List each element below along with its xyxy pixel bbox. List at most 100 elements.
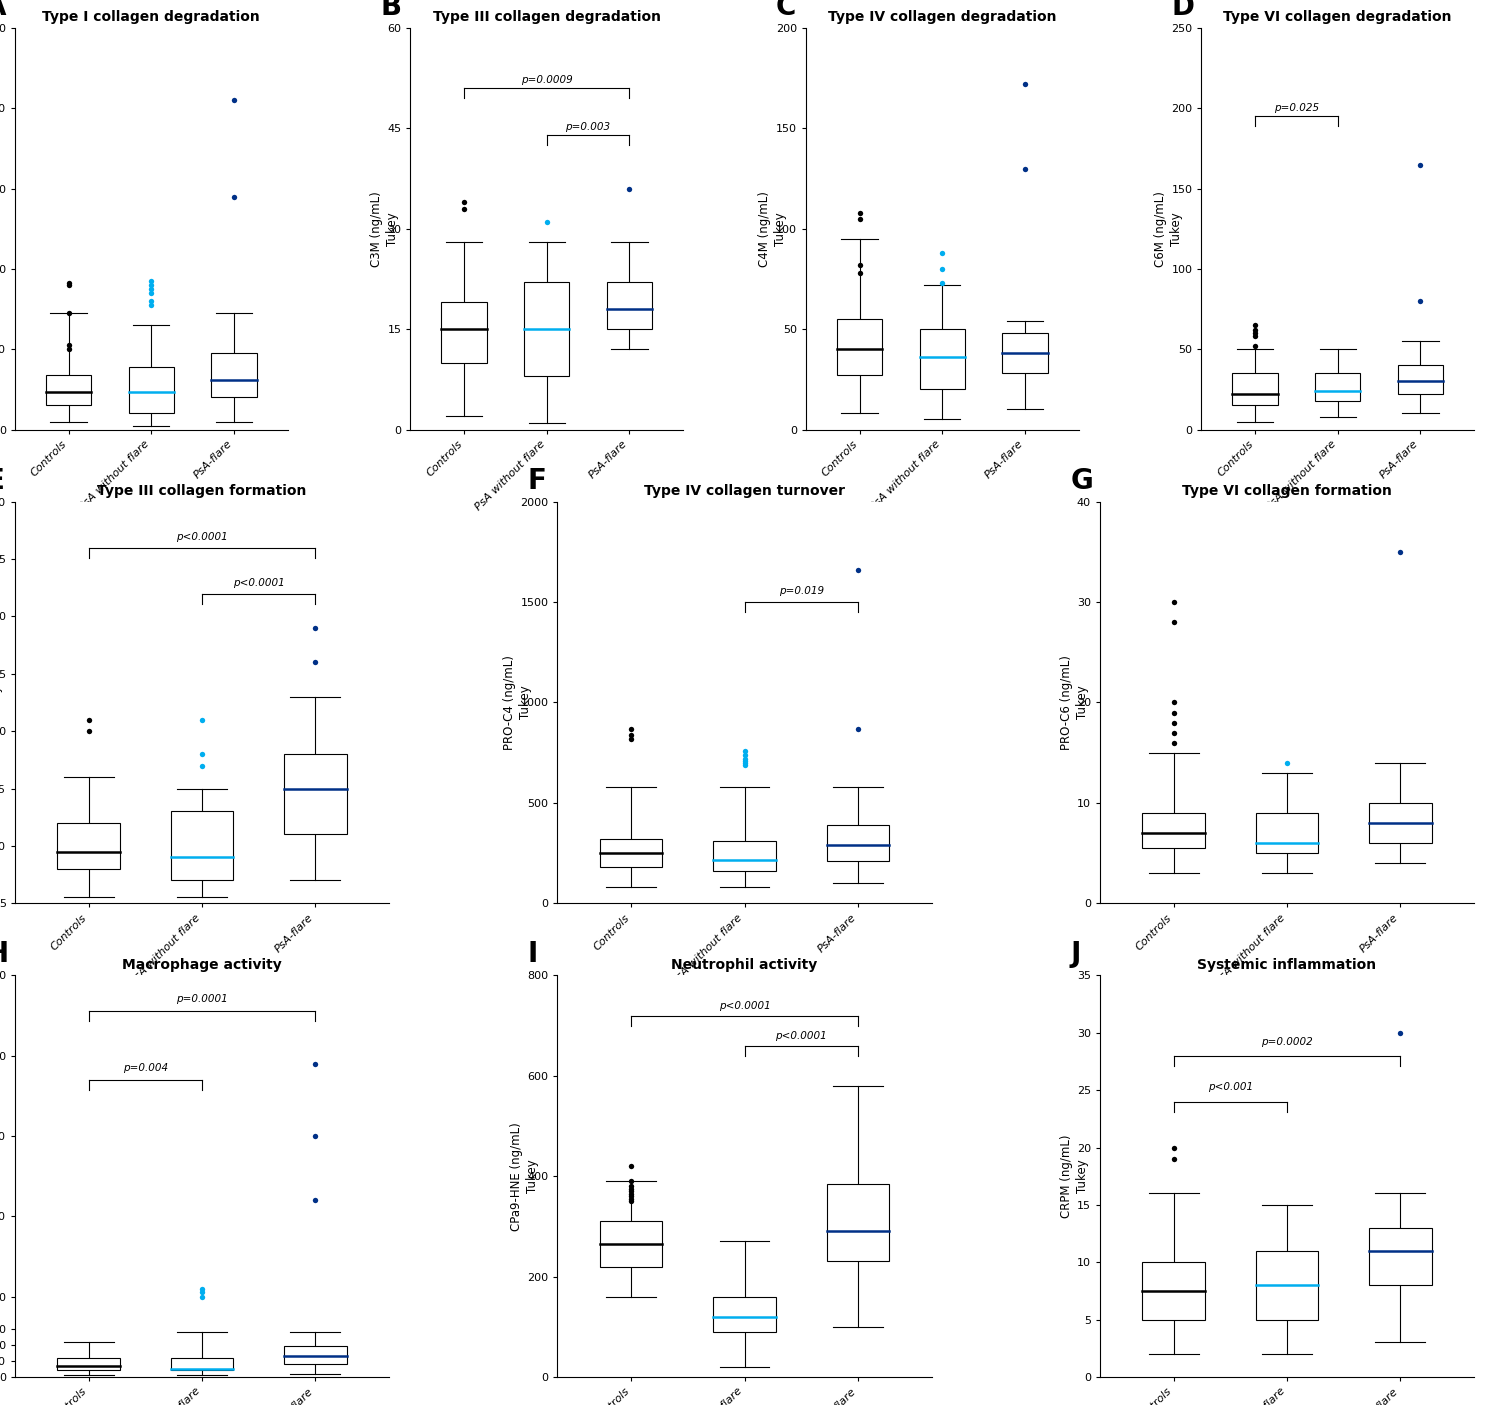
Text: B: B [381, 0, 402, 21]
Bar [1255, 813, 1318, 853]
Point [535, 211, 558, 233]
Bar [1398, 365, 1443, 395]
Point [1243, 325, 1267, 347]
Point [618, 177, 642, 200]
Point [733, 752, 756, 774]
Title: Type I collagen degradation: Type I collagen degradation [42, 10, 261, 24]
Point [140, 294, 164, 316]
Bar [713, 1297, 776, 1332]
Point [619, 1183, 643, 1205]
Point [1161, 1137, 1185, 1159]
Point [140, 282, 164, 305]
Bar [441, 302, 487, 362]
Bar [713, 842, 776, 871]
Point [846, 559, 870, 582]
Point [1161, 711, 1185, 733]
Point [619, 1175, 643, 1197]
Text: H: H [0, 940, 9, 968]
Point [1161, 721, 1185, 743]
Y-axis label: C6M (ng/mL)
Tukey: C6M (ng/mL) Tukey [1154, 191, 1182, 267]
Title: Type VI collagen degradation: Type VI collagen degradation [1224, 10, 1452, 24]
Bar [171, 1357, 234, 1370]
Point [191, 754, 214, 777]
Title: Type III collagen formation: Type III collagen formation [97, 483, 307, 497]
Point [733, 743, 756, 766]
Point [619, 1177, 643, 1200]
Bar [1002, 333, 1048, 374]
Bar [1370, 1228, 1431, 1286]
Title: Systemic inflammation: Systemic inflammation [1197, 958, 1377, 971]
Title: Type IV collagen degradation: Type IV collagen degradation [828, 10, 1057, 24]
Point [1161, 611, 1185, 634]
Text: p<0.0001: p<0.0001 [232, 577, 284, 587]
Point [1389, 541, 1413, 563]
Point [140, 289, 164, 312]
Point [304, 651, 328, 673]
Bar [1233, 374, 1278, 406]
Point [304, 1125, 328, 1148]
Text: p=0.0002: p=0.0002 [1261, 1037, 1313, 1047]
Y-axis label: C4M (ng/mL)
Tukey: C4M (ng/mL) Tukey [758, 191, 788, 267]
Text: G: G [1071, 466, 1093, 495]
Bar [171, 812, 234, 881]
Bar [211, 353, 256, 398]
Bar [284, 754, 347, 835]
Point [1389, 1021, 1413, 1044]
Title: Type VI collagen formation: Type VI collagen formation [1182, 483, 1392, 497]
Point [140, 270, 164, 292]
Point [1161, 732, 1185, 754]
Point [1161, 592, 1185, 614]
Point [619, 728, 643, 750]
Text: C: C [776, 0, 797, 21]
Point [57, 334, 80, 357]
Point [140, 274, 164, 296]
Bar [284, 1346, 347, 1364]
Bar [1370, 802, 1431, 843]
Text: p=0.019: p=0.019 [779, 586, 823, 596]
Title: Type III collagen degradation: Type III collagen degradation [433, 10, 661, 24]
Point [57, 274, 80, 296]
Y-axis label: PRO-C6 (ng/mL)
Tukey: PRO-C6 (ng/mL) Tukey [1060, 655, 1088, 750]
Bar [46, 375, 91, 406]
Point [191, 1277, 214, 1300]
Point [931, 242, 954, 264]
Point [847, 208, 871, 230]
Point [191, 1286, 214, 1308]
Bar [58, 823, 119, 868]
Text: F: F [527, 466, 546, 495]
Point [847, 261, 871, 284]
Bar [837, 319, 883, 375]
Point [222, 89, 246, 111]
Point [57, 302, 80, 325]
Point [304, 1189, 328, 1211]
Text: A: A [0, 0, 6, 21]
Bar [826, 1183, 889, 1262]
Point [931, 271, 954, 294]
Point [1409, 153, 1432, 176]
Text: p<0.0001: p<0.0001 [776, 1031, 826, 1041]
Point [1243, 319, 1267, 341]
Bar [600, 1221, 663, 1266]
Title: Type IV collagen turnover: Type IV collagen turnover [645, 483, 844, 497]
Y-axis label: PRO-C3 (ng/mL)
Tukey: PRO-C3 (ng/mL) Tukey [0, 655, 3, 750]
Point [222, 185, 246, 208]
Text: p=0.004: p=0.004 [122, 1064, 168, 1073]
Title: Macrophage activity: Macrophage activity [122, 958, 281, 971]
Point [304, 617, 328, 639]
Point [76, 719, 100, 742]
Point [1161, 1148, 1185, 1170]
Point [1275, 752, 1298, 774]
Point [847, 201, 871, 223]
Point [847, 254, 871, 277]
Text: p=0.025: p=0.025 [1275, 103, 1319, 114]
Y-axis label: C3M (ng/mL)
Tukey: C3M (ng/mL) Tukey [369, 191, 399, 267]
Point [619, 1155, 643, 1177]
Y-axis label: CPa9-HNE (ng/mL)
Tukey: CPa9-HNE (ng/mL) Tukey [511, 1121, 539, 1231]
Bar [606, 282, 652, 329]
Point [931, 257, 954, 280]
Point [76, 708, 100, 731]
Bar [1315, 374, 1361, 400]
Text: p=0.0001: p=0.0001 [176, 995, 228, 1005]
Point [191, 708, 214, 731]
Text: J: J [1071, 940, 1081, 968]
